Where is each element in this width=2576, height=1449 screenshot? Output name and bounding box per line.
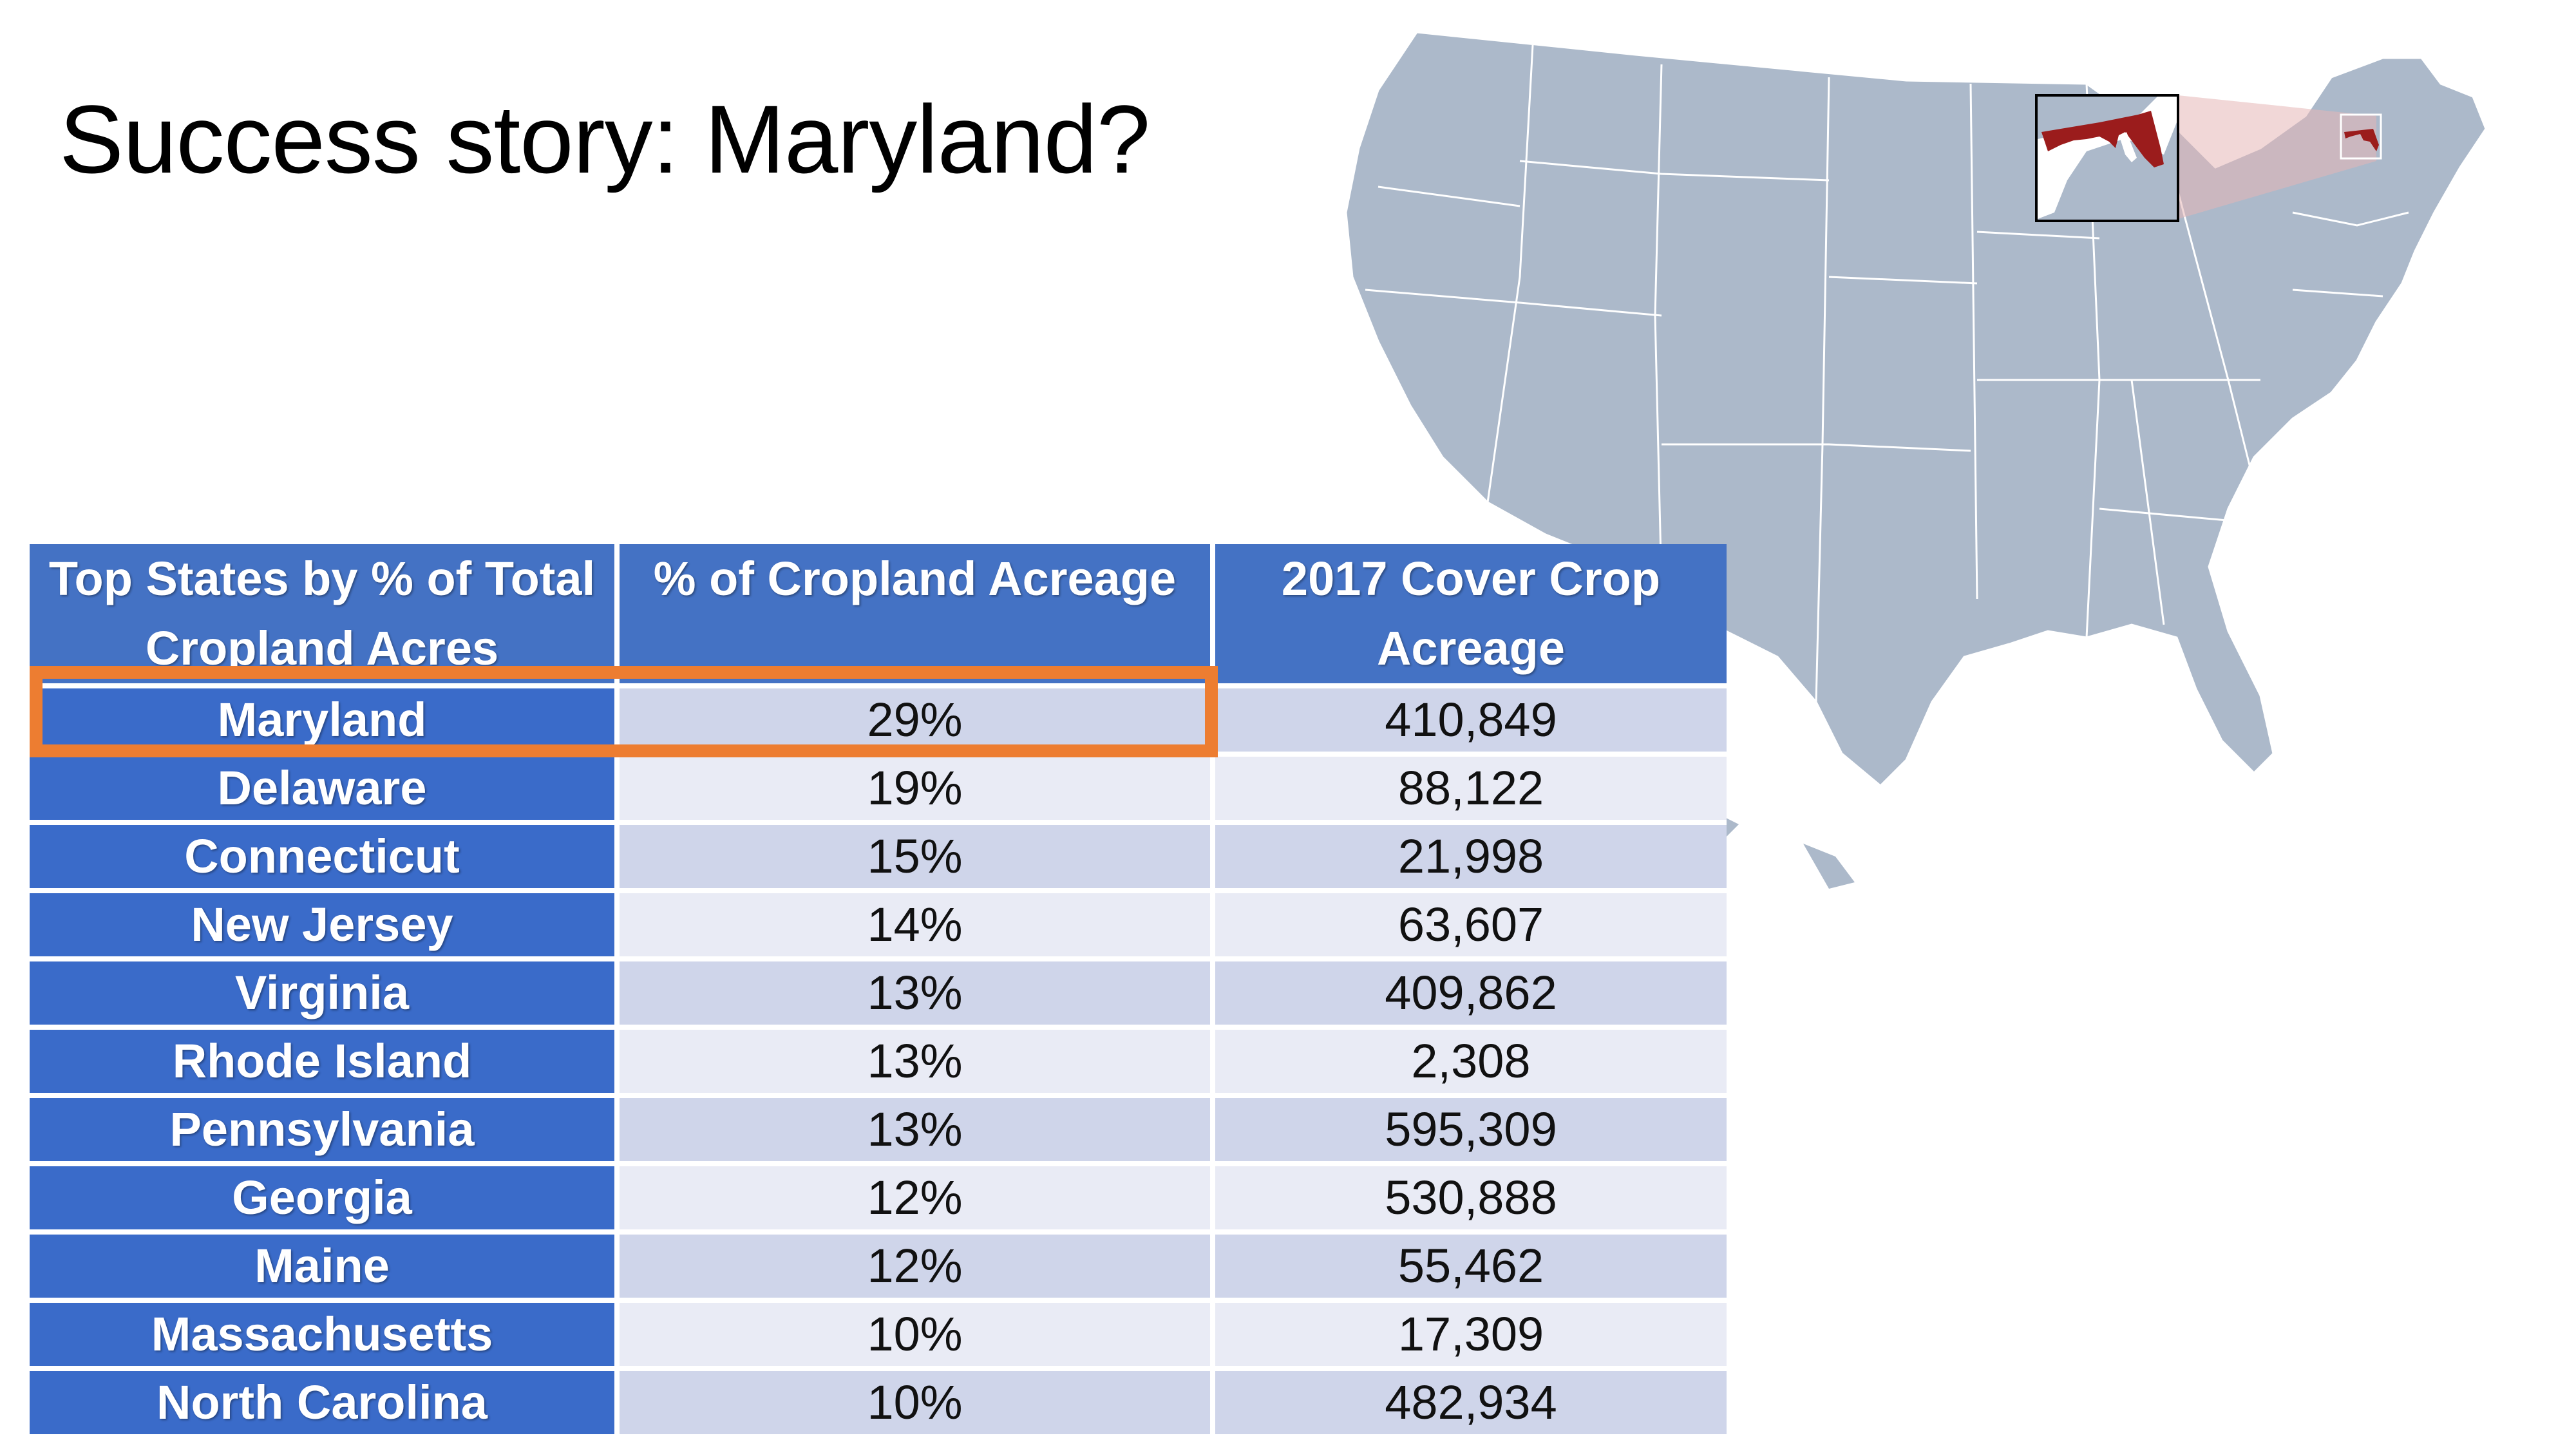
percent-cell: 14% [617,888,1215,959]
slide-title: Success story: Maryland? [59,85,1150,193]
acreage-cell: 595,309 [1213,1093,1727,1164]
table-row: Rhode Island 13% 2,308 [30,1025,1727,1095]
table-row: North Carolina 10% 482,934 [30,1366,1727,1434]
table-row: Virginia 13% 409,862 [30,956,1727,1027]
percent-cell: 13% [617,1093,1215,1164]
us-map-icon [1327,19,2576,908]
state-cell: Connecticut [30,820,620,891]
state-cell: Pennsylvania [30,1093,620,1164]
acreage-cell: 88,122 [1213,752,1727,822]
table-row: Delaware 19% 88,122 [30,752,1727,822]
acreage-cell: 55,462 [1213,1229,1727,1300]
percent-cell: 29% [617,683,1215,754]
acreage-cell: 17,309 [1213,1298,1727,1368]
acreage-cell: 410,849 [1213,683,1727,754]
table-row: New Jersey 14% 63,607 [30,888,1727,959]
state-cell: Delaware [30,752,620,822]
percent-cell: 12% [617,1229,1215,1300]
acreage-cell: 63,607 [1213,888,1727,959]
maryland-small-shape [2344,129,2379,151]
percent-cell: 13% [617,1025,1215,1095]
state-cell: Massachusetts [30,1298,620,1368]
state-cell: Rhode Island [30,1025,620,1095]
state-cell: North Carolina [30,1366,620,1434]
table-row: Maine 12% 55,462 [30,1229,1727,1300]
acreage-cell: 21,998 [1213,820,1727,891]
state-cell: Virginia [30,956,620,1027]
table-row: Pennsylvania 13% 595,309 [30,1093,1727,1164]
state-cell: Maine [30,1229,620,1300]
table-row: Georgia 12% 530,888 [30,1161,1727,1232]
state-cell: New Jersey [30,888,620,959]
table-row: Connecticut 15% 21,998 [30,820,1727,891]
percent-cell: 19% [617,752,1215,822]
state-cell: Maryland [30,683,620,754]
percent-cell: 15% [617,820,1215,891]
header-percent: % of Cropland Acreage [617,544,1215,686]
acreage-cell: 530,888 [1213,1161,1727,1232]
state-cell: Georgia [30,1161,620,1232]
header-acreage: 2017 Cover Crop Acreage [1213,544,1727,686]
cover-crop-table: Top States by % of Total Cropland Acres … [30,544,1727,1434]
zoom-projection [2178,95,2376,219]
acreage-cell: 2,308 [1213,1025,1727,1095]
table-header-row: Top States by % of Total Cropland Acres … [30,544,1727,686]
table-row: Massachusetts 10% 17,309 [30,1298,1727,1368]
percent-cell: 10% [617,1298,1215,1368]
chesapeake-bay [2120,132,2137,162]
acreage-cell: 409,862 [1213,956,1727,1027]
header-state: Top States by % of Total Cropland Acres [30,544,620,686]
acreage-cell: 482,934 [1213,1366,1727,1434]
hawaii-shape [1713,811,1855,889]
percent-cell: 13% [617,956,1215,1027]
maryland-inset-shape [2041,111,2164,167]
maryland-locator-box [2340,113,2382,160]
table-row: Maryland 29% 410,849 [30,683,1727,754]
percent-cell: 10% [617,1366,1215,1434]
percent-cell: 12% [617,1161,1215,1232]
